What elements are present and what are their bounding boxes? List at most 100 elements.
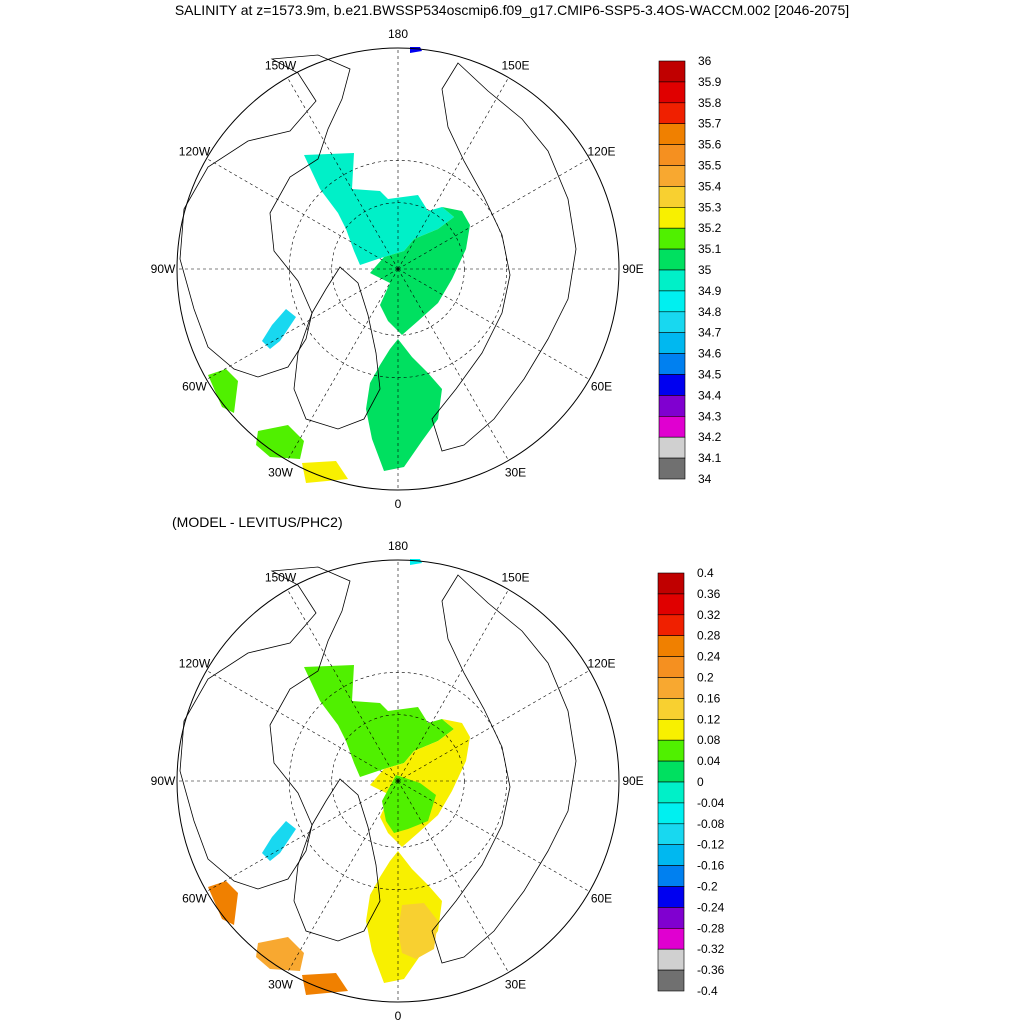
difference-colorbar-label: 0.2 [697, 671, 714, 685]
difference-colorbar-box [657, 927, 685, 950]
salinity-coastline-1 [293, 266, 381, 430]
difference-colorbar-label: 0.24 [697, 650, 721, 664]
difference-colorbar-label: -0.28 [697, 921, 725, 935]
salinity-colorbar-box [658, 102, 686, 125]
difference-colorbar-box [657, 969, 685, 992]
salinity-lon-label: 120W [179, 145, 211, 159]
salinity-lon-label: 90E [622, 262, 643, 276]
salinity-region-greenland-norwegian-seas [366, 339, 442, 471]
difference-colorbar-label: 0 [697, 775, 704, 789]
salinity-colorbar-label: 34.9 [698, 284, 722, 298]
difference-colorbar-label: -0.2 [697, 880, 718, 894]
difference-coastline-0 [179, 566, 351, 890]
salinity-colorbar-box [658, 457, 686, 480]
difference-colorbar-box [657, 572, 685, 595]
difference-lon-label: 150W [265, 570, 297, 584]
salinity-colorbar-box [658, 353, 686, 375]
difference-colorbar-label: 0.08 [697, 733, 721, 747]
difference-colorbar-label: 0.4 [697, 566, 714, 580]
difference-coastline-2 [431, 574, 577, 964]
difference-colorbar-box [657, 635, 685, 657]
difference-colorbar-box [657, 656, 685, 678]
difference-colorbar-label: -0.04 [697, 796, 725, 810]
figure-title: SALINITY at z=1573.9m, b.e21.BWSSP534osc… [174, 2, 850, 18]
difference-region-north-atlantic-west [256, 937, 304, 971]
difference-colorbar-label: -0.4 [697, 984, 718, 998]
difference-meridian-210 [287, 780, 399, 973]
salinity-colorbar-label: 35.3 [698, 200, 722, 214]
salinity-lon-label: 180 [388, 27, 408, 41]
salinity-lon-label: 150E [501, 58, 529, 72]
salinity-parallel-0 [331, 202, 465, 336]
difference-meridian-330 [287, 589, 399, 782]
salinity-region-north-atlantic-south [302, 461, 348, 483]
difference-region-north-atlantic-south [302, 973, 348, 995]
salinity-lon-label: 120E [588, 145, 616, 159]
salinity-lon-label: 60E [591, 380, 612, 394]
difference-colorbar-box [657, 907, 685, 929]
difference-colorbar-box [657, 948, 685, 971]
difference-lon-label: 120W [179, 657, 211, 671]
difference-colorbar-label: -0.32 [697, 942, 725, 956]
difference-panel: 180 150E 120E 90E 60E 30E 0 30W 60W 90W 120W 150W 0.… [151, 539, 725, 1023]
salinity-colorbar-label: 35.5 [698, 159, 722, 173]
difference-colorbar-label: -0.12 [697, 838, 725, 852]
salinity-colorbar-label: 34.5 [698, 368, 722, 382]
salinity-colorbar-label: 34.3 [698, 409, 722, 423]
salinity-colorbar-label: 34.8 [698, 305, 722, 319]
salinity-colorbar-box [658, 374, 686, 396]
difference-region-fram-strait [382, 775, 436, 833]
salinity-colorbar-box [658, 186, 686, 208]
salinity-coastline-0 [179, 54, 351, 378]
difference-lon-label: 0 [395, 1009, 402, 1023]
difference-meridian-60 [397, 670, 590, 782]
difference-colorbar-box [657, 677, 685, 699]
difference-colorbar-label: -0.16 [697, 859, 725, 873]
salinity-colorbar-label: 35.4 [698, 179, 722, 193]
salinity-meridian-60 [397, 158, 590, 270]
salinity-colorbar-box [658, 227, 686, 250]
salinity-meridian-120 [397, 268, 590, 380]
salinity-colorbar-label: 35.7 [698, 117, 722, 131]
difference-lon-label: 180 [388, 539, 408, 553]
salinity-lon-label: 90W [151, 262, 176, 276]
salinity-meridian-150 [397, 268, 509, 461]
salinity-colorbar-label: 34.4 [698, 388, 722, 402]
difference-meridian-240 [206, 780, 399, 892]
difference-region-norwegian-sea-south [398, 903, 438, 959]
salinity-colorbar-box [658, 290, 686, 313]
salinity-lon-label: 0 [395, 497, 402, 511]
salinity-meridian-300 [206, 158, 399, 270]
difference-colorbar-box [657, 802, 685, 825]
salinity-colorbar-label: 35.2 [698, 221, 722, 235]
difference-colorbar-label: 0.32 [697, 608, 721, 622]
difference-lon-label: 90W [151, 774, 176, 788]
salinity-meridian-210 [287, 268, 399, 461]
salinity-lon-label: 30W [268, 466, 293, 480]
difference-lon-label: 150E [501, 570, 529, 584]
salinity-meridian-30 [397, 77, 509, 270]
difference-colorbar-box [657, 844, 685, 866]
difference-region-labrador-sea [208, 881, 238, 925]
salinity-colorbar-box [658, 415, 686, 438]
difference-parallel-0 [331, 714, 465, 848]
salinity-colorbar-label: 34.2 [698, 430, 722, 444]
difference-map-border [176, 559, 620, 1003]
salinity-colorbar-label: 34.1 [698, 451, 722, 465]
difference-colorbar-label: -0.24 [697, 900, 725, 914]
difference-colorbar-box [657, 865, 685, 887]
salinity-region-eurasian-basin [370, 207, 470, 335]
difference-lon-label: 90E [622, 774, 643, 788]
salinity-meridian-330 [287, 77, 399, 270]
difference-lon-label: 30W [268, 978, 293, 992]
difference-colorbar-label: 0.04 [697, 754, 721, 768]
salinity-colorbar-box [658, 311, 686, 333]
difference-region-baffin-bay [262, 821, 296, 861]
difference-panel-title: (MODEL - LEVITUS/PHC2) [172, 514, 343, 530]
salinity-colorbar-label: 36 [698, 54, 712, 68]
difference-colorbar-box [657, 718, 685, 741]
salinity-colorbar-box [658, 123, 686, 145]
salinity-colorbar-label: 35.1 [698, 242, 722, 256]
difference-lon-label: 60E [591, 892, 612, 906]
